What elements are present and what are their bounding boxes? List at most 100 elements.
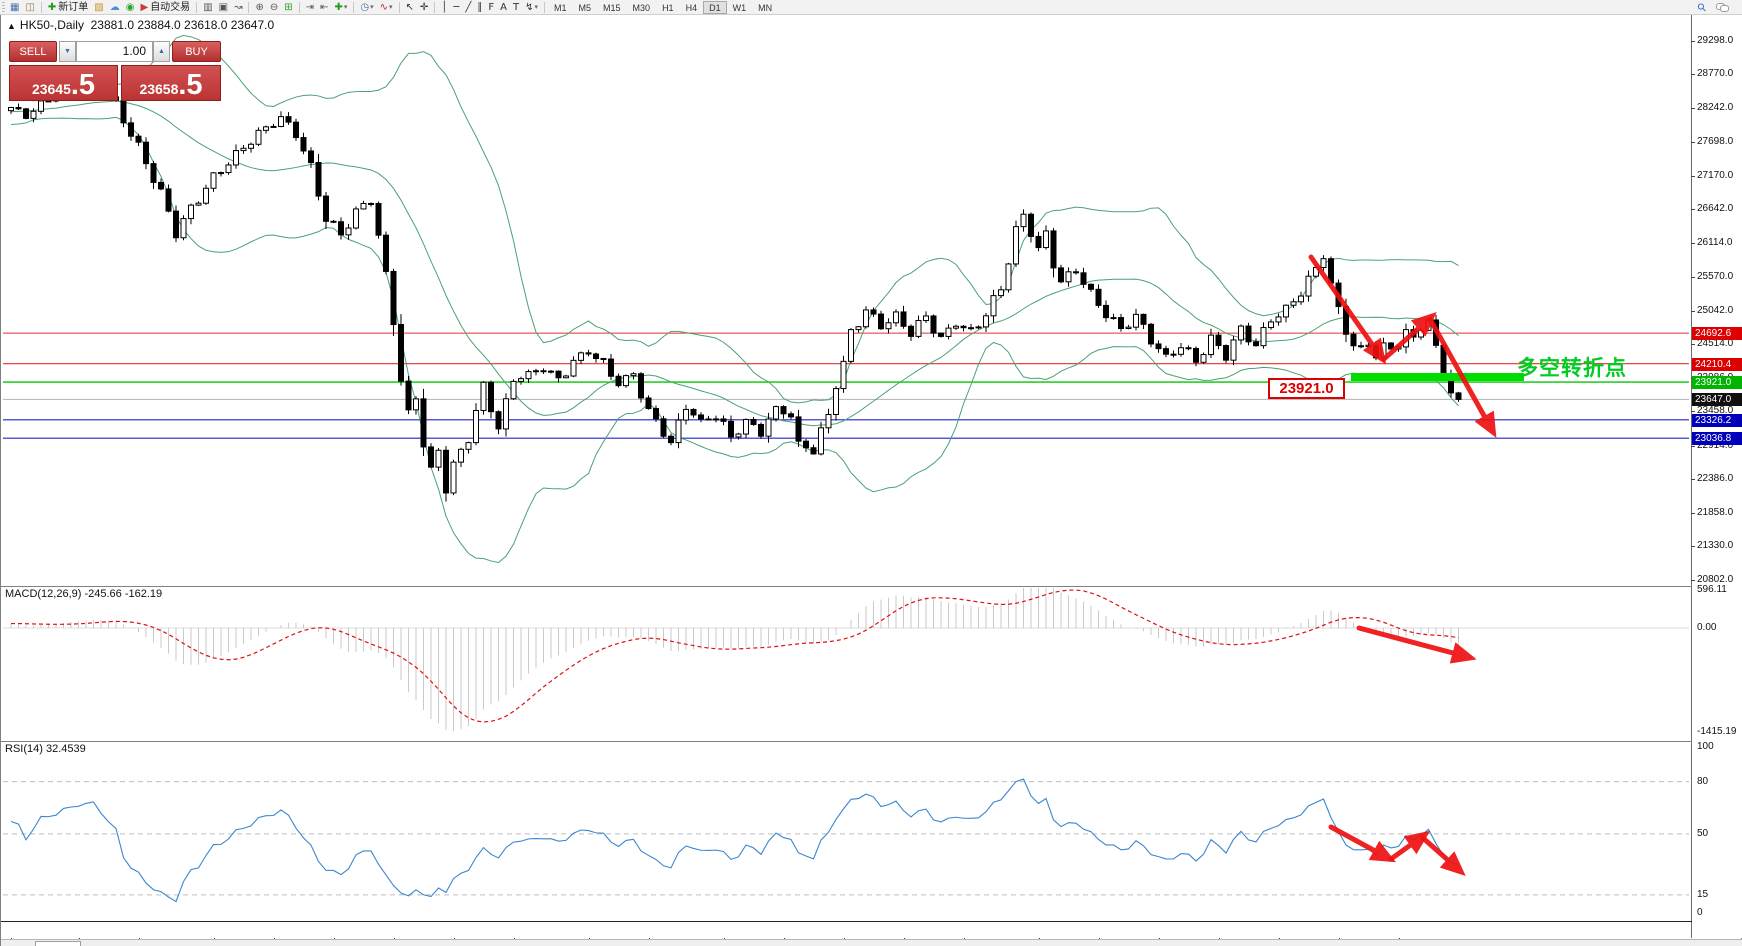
rsi-arrow-1[interactable] xyxy=(1328,824,1396,863)
history-center-icon[interactable]: ▧ xyxy=(91,1,106,14)
fast-navigation-box[interactable] xyxy=(35,941,81,946)
macd-scale--1415.19: -1415.19 xyxy=(1697,726,1737,737)
arrows-icon[interactable]: ↯ ▾ xyxy=(522,1,541,14)
horizontal-line-icon[interactable]: ─ xyxy=(450,1,462,14)
indicators-list-icon[interactable]: ∿ ▾ xyxy=(377,1,396,14)
signals-icon[interactable]: ◉ xyxy=(123,1,138,14)
price-flag-label[interactable]: 23921.0 xyxy=(1268,378,1345,399)
new-indicator-icon[interactable]: ✚ ▾ xyxy=(331,1,350,14)
equidistant-channel-icon[interactable]: ∥ xyxy=(474,1,485,14)
zoom-out-icon[interactable]: ⊖ xyxy=(267,1,281,14)
chart-window[interactable]: ▲ HK50-,Daily 23881.0 23884.0 23618.0 236… xyxy=(0,14,1742,946)
new-order-button[interactable]: ✚ 新订单 xyxy=(45,1,91,14)
signals-icon: ◉ xyxy=(125,1,135,13)
auto-scroll-icon[interactable]: ⇥ xyxy=(303,1,317,14)
rsi-pane-separator[interactable] xyxy=(1,741,1742,742)
community-icon[interactable]: ☁ xyxy=(107,1,123,14)
sell-button[interactable]: SELL xyxy=(9,41,57,62)
timeframe-d1-button[interactable]: D1 xyxy=(703,0,727,14)
new-order-button: ✚ xyxy=(47,1,57,13)
bottom-strip xyxy=(1,939,1742,946)
chat-icon[interactable] xyxy=(1716,3,1729,12)
crosshair-icon[interactable]: ✛ xyxy=(417,1,431,14)
price-tick-28242.0: 28242.0 xyxy=(1697,101,1734,113)
horizontal-line-icon: ─ xyxy=(453,1,460,13)
timeframe-w1-button[interactable]: W1 xyxy=(727,1,753,14)
timeframe-h1-button[interactable]: H1 xyxy=(656,1,680,14)
candlestick-chart-icon[interactable]: ▣ xyxy=(216,1,231,14)
price-badge-24692.6: 24692.6 xyxy=(1692,327,1742,341)
chart-profiles-icon: ◫ xyxy=(25,1,35,13)
new-chart-icon[interactable]: ▦ xyxy=(7,1,22,14)
rsi-indicator-label: RSI(14) 32.4539 xyxy=(5,743,86,755)
rsi-value: 32.4539 xyxy=(45,743,86,755)
sell-price-pip: .5 xyxy=(70,69,96,101)
vertical-line-icon[interactable]: │ xyxy=(438,1,450,14)
macd-indicator-label: MACD(12,26,9) -245.66 -162.19 xyxy=(5,588,163,600)
zoom-in-icon[interactable]: ⊕ xyxy=(252,1,266,14)
support-highlight-bar[interactable] xyxy=(1351,373,1524,381)
buy-price-button[interactable]: 23658.5 xyxy=(121,65,221,101)
price-badge-23036.8: 23036.8 xyxy=(1692,432,1742,446)
buy-button[interactable]: BUY xyxy=(172,41,221,62)
volume-increase-button[interactable]: ▲ xyxy=(153,41,170,62)
timeframe-m30-button[interactable]: M30 xyxy=(627,1,657,14)
rsi-scale-100: 100 xyxy=(1697,741,1714,752)
tile-windows-icon[interactable]: ⊞ xyxy=(281,1,295,14)
line-chart-icon[interactable]: ↝ xyxy=(231,1,245,14)
macd-pane[interactable] xyxy=(3,584,1691,731)
autotrading-button[interactable]: ▶ 自动交易 xyxy=(137,1,193,14)
timeframe-mn-button[interactable]: MN xyxy=(752,1,778,14)
bollinger-upper[interactable] xyxy=(10,34,1459,404)
volume-input[interactable]: 1.00 xyxy=(76,41,153,62)
macd-arrow-1[interactable] xyxy=(1356,625,1477,664)
price-axis[interactable]: 29298.0 28770.0 28242.0 27698.0 27170.0 26642… xyxy=(1691,15,1742,938)
rsi-pane[interactable] xyxy=(3,778,1691,903)
trend-arrow-3[interactable] xyxy=(1427,316,1497,438)
timeframe-m5-button[interactable]: M5 xyxy=(573,1,598,14)
sell-price-button[interactable]: 23645.5 xyxy=(9,65,118,101)
text-label-icon[interactable]: T xyxy=(510,1,522,14)
price-tick-29298.0: 29298.0 xyxy=(1697,35,1734,46)
collapse-panel-icon[interactable]: ▲ xyxy=(7,21,16,31)
zoom-in-icon: ⊕ xyxy=(255,1,264,13)
dropdown-arrow-icon: ▾ xyxy=(534,2,538,11)
rsi-arrow-2[interactable] xyxy=(1388,830,1431,862)
fibonacci-icon: F xyxy=(488,1,495,13)
trend-arrow-2[interactable] xyxy=(1381,312,1437,362)
buy-price-pip: .5 xyxy=(178,69,203,101)
rsi-scale-50: 50 xyxy=(1697,828,1709,839)
trendline-icon[interactable]: ╱ xyxy=(462,1,474,14)
zoom-out-icon: ⊖ xyxy=(269,1,279,13)
bollinger-middle[interactable] xyxy=(10,100,1459,427)
chart-shift-icon[interactable]: ⇤ xyxy=(317,1,331,14)
bar-chart-icon[interactable]: ▥ xyxy=(200,1,215,14)
macd-pane-separator[interactable] xyxy=(1,586,1742,587)
timeframe-m15-button[interactable]: M15 xyxy=(597,1,627,14)
chart-canvas[interactable] xyxy=(1,15,1742,946)
price-tick-23458.0: 23458.0 xyxy=(1697,405,1734,417)
level-lines[interactable] xyxy=(3,332,1691,439)
chart-profiles-icon[interactable]: ◫ xyxy=(22,1,37,14)
bollinger-lower[interactable] xyxy=(10,116,1459,564)
timeframe-h4-button[interactable]: H4 xyxy=(680,1,704,14)
fibonacci-icon[interactable]: F xyxy=(485,1,497,14)
search-icon[interactable]: ⚲ xyxy=(1694,0,1710,15)
timeframe-m1-button[interactable]: M1 xyxy=(548,1,573,14)
price-tick-25570.0: 25570.0 xyxy=(1697,271,1734,283)
volume-decrease-button[interactable]: ▼ xyxy=(59,41,76,62)
trend-arrow-1[interactable] xyxy=(1308,254,1387,365)
main-pane[interactable] xyxy=(3,34,1691,564)
cursor-icon[interactable]: ↖ xyxy=(403,1,417,14)
rsi-arrow-3[interactable] xyxy=(1420,835,1466,876)
price-tick-26114.0: 26114.0 xyxy=(1697,236,1733,248)
macd-histogram xyxy=(10,588,1459,731)
text-icon[interactable]: A xyxy=(497,1,510,14)
new-order-button-label: 新订单 xyxy=(58,1,89,13)
price-tick-26642.0: 26642.0 xyxy=(1697,203,1734,215)
candles-layer xyxy=(8,84,1462,502)
turning-point-note[interactable]: 多空转折点 xyxy=(1517,357,1627,380)
price-tick-24514.0: 24514.0 xyxy=(1697,338,1734,350)
history-center-icon: ▧ xyxy=(94,1,104,13)
periods-icon[interactable]: ◷ ▾ xyxy=(357,1,376,14)
